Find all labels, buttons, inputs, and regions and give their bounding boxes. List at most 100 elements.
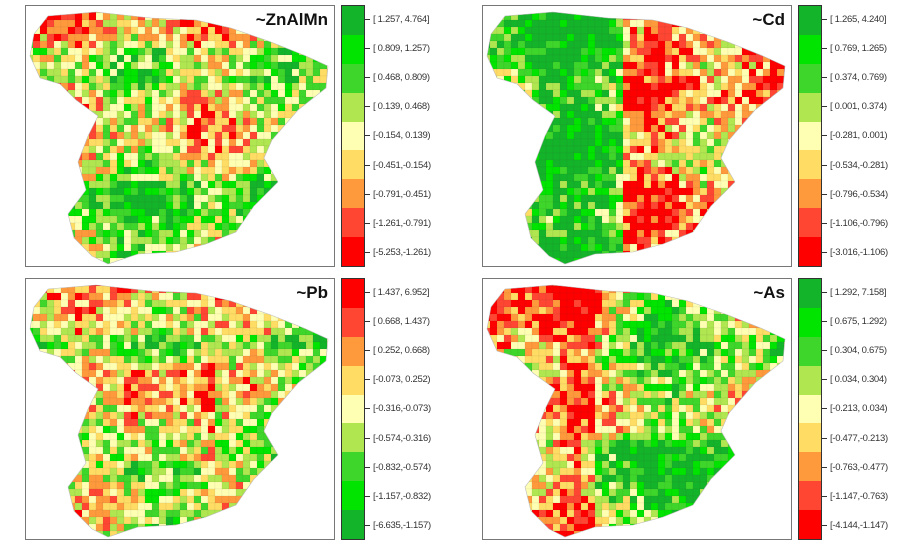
map-cell <box>60 229 69 238</box>
map-cell <box>60 292 69 301</box>
map-cell <box>249 362 258 371</box>
map-cell <box>319 68 328 77</box>
map-cell <box>608 54 617 63</box>
map-cell <box>319 96 328 105</box>
map-cell <box>228 12 237 21</box>
map-cell <box>545 187 554 196</box>
map-cell <box>186 89 195 98</box>
map-cell <box>124 265 131 266</box>
map-cell <box>67 383 76 392</box>
map-cell <box>679 265 686 266</box>
map-cell <box>67 411 76 420</box>
map-cell <box>74 306 83 315</box>
map-cell <box>32 523 41 532</box>
map-cell <box>102 348 111 357</box>
map-cell <box>30 187 34 196</box>
map-cell <box>137 215 146 224</box>
map-cell <box>88 425 97 434</box>
map-cell <box>249 194 258 203</box>
map-cell <box>151 208 160 217</box>
map-cell <box>151 355 160 364</box>
map-cell <box>144 26 153 35</box>
map-cell <box>179 467 188 476</box>
map-cell <box>263 327 272 336</box>
map-cell <box>517 61 526 70</box>
map-cell <box>151 516 160 525</box>
map-cell <box>172 292 181 301</box>
map-cell <box>524 75 533 84</box>
map-cell <box>538 110 547 119</box>
map-cell <box>776 250 785 259</box>
map-cell <box>130 89 139 98</box>
map-cell <box>30 75 34 84</box>
map-cell <box>664 250 673 259</box>
map-cell <box>769 152 778 161</box>
map-cell <box>566 159 575 168</box>
map-cell <box>503 215 512 224</box>
map-cell <box>116 26 125 35</box>
map-cell <box>53 187 62 196</box>
map-cell <box>487 68 491 77</box>
map-cell <box>228 145 237 154</box>
map-cell <box>672 265 679 266</box>
map-cell <box>102 446 111 455</box>
map-cell <box>305 40 314 49</box>
map-cell <box>503 159 512 168</box>
map-cell <box>221 61 230 70</box>
map-cell <box>109 383 118 392</box>
map-cell <box>312 138 321 147</box>
map-cell <box>137 383 146 392</box>
map-cell <box>643 96 652 105</box>
map-cell <box>95 341 104 350</box>
map-cell <box>88 180 97 189</box>
map-cell <box>692 68 701 77</box>
map-cell <box>88 61 97 70</box>
map-cell <box>228 488 237 497</box>
map-cell <box>643 215 652 224</box>
map-cell <box>249 474 258 483</box>
map-cell <box>30 82 34 91</box>
map-cell <box>608 159 617 168</box>
map-cell <box>228 369 237 378</box>
map-cell <box>312 152 321 161</box>
map-cell <box>566 201 575 210</box>
map-cell <box>53 313 62 322</box>
map-cell <box>622 68 631 77</box>
map-cell <box>312 446 321 455</box>
map-cell <box>748 257 757 264</box>
map-cell <box>284 96 293 105</box>
map-cell <box>284 103 293 112</box>
map-cell <box>30 180 34 189</box>
map-cell <box>559 215 568 224</box>
map-cell <box>580 159 589 168</box>
map-cell <box>277 383 286 392</box>
map-cell <box>88 187 97 196</box>
map-cell <box>130 187 139 196</box>
map-cell <box>256 446 265 455</box>
map-cell <box>305 313 314 322</box>
map-cell <box>284 243 293 252</box>
map-cell <box>151 166 160 175</box>
map-cell <box>531 12 540 21</box>
map-cell <box>137 292 146 301</box>
map-cell <box>510 12 519 21</box>
map-cell <box>221 523 230 532</box>
map-cell <box>46 362 55 371</box>
map-cell <box>242 96 251 105</box>
map-cell <box>179 348 188 357</box>
map-cell <box>489 208 498 217</box>
map-cell <box>193 152 202 161</box>
map-cell <box>326 19 328 28</box>
map-cell <box>228 257 237 264</box>
map-cell <box>270 355 279 364</box>
map-cell <box>326 47 328 56</box>
map-cell <box>200 292 209 301</box>
map-cell <box>60 425 69 434</box>
map-cell <box>496 201 505 210</box>
map-cell <box>277 250 286 259</box>
map-cell <box>776 33 785 42</box>
map-cell <box>326 523 328 532</box>
map-cell <box>236 265 243 266</box>
map-cell <box>741 173 750 182</box>
map-cell <box>88 369 97 378</box>
